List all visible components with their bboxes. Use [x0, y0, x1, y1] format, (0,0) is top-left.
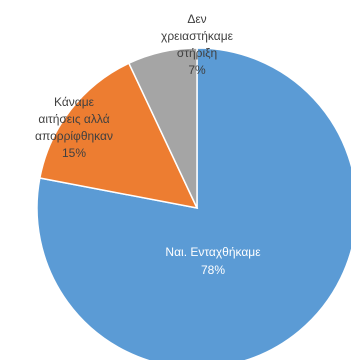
category-label-line: αιτήσεις αλλά	[38, 112, 109, 126]
category-label-line: Δεν	[187, 12, 206, 26]
percent-label: 15%	[62, 146, 86, 160]
slice-den-xreiastikame	[127, 47, 198, 209]
slice-den-xreiastikame-label: Δεν χρειαστήκαμε στήριξη 7%	[161, 12, 234, 77]
percent-label: 78%	[201, 263, 225, 277]
pie-labels: Ναι. Ενταχθήκαμε 78% Κάναμε αιτήσεις αλλά απ…	[35, 12, 261, 277]
category-label-line: απορρίφθηκαν	[35, 129, 113, 143]
category-label-line: χρειαστήκαμε	[161, 29, 234, 43]
category-label-line: Ναι. Ενταχθήκαμε	[165, 245, 261, 259]
slice-aporrifthikan-label: Κάναμε αιτήσεις αλλά απορρίφθηκαν 15%	[35, 95, 113, 160]
category-label-line: στήριξη	[177, 46, 217, 60]
pie-slices	[36, 47, 351, 360]
slice-ntaxthikame-label: Ναι. Ενταχθήκαμε 78%	[165, 245, 261, 277]
percent-label: 7%	[188, 63, 206, 77]
slice-aporrifthikan	[38, 62, 199, 210]
slice-ntaxthikame	[36, 47, 351, 360]
category-label-line: Κάναμε	[54, 95, 95, 109]
